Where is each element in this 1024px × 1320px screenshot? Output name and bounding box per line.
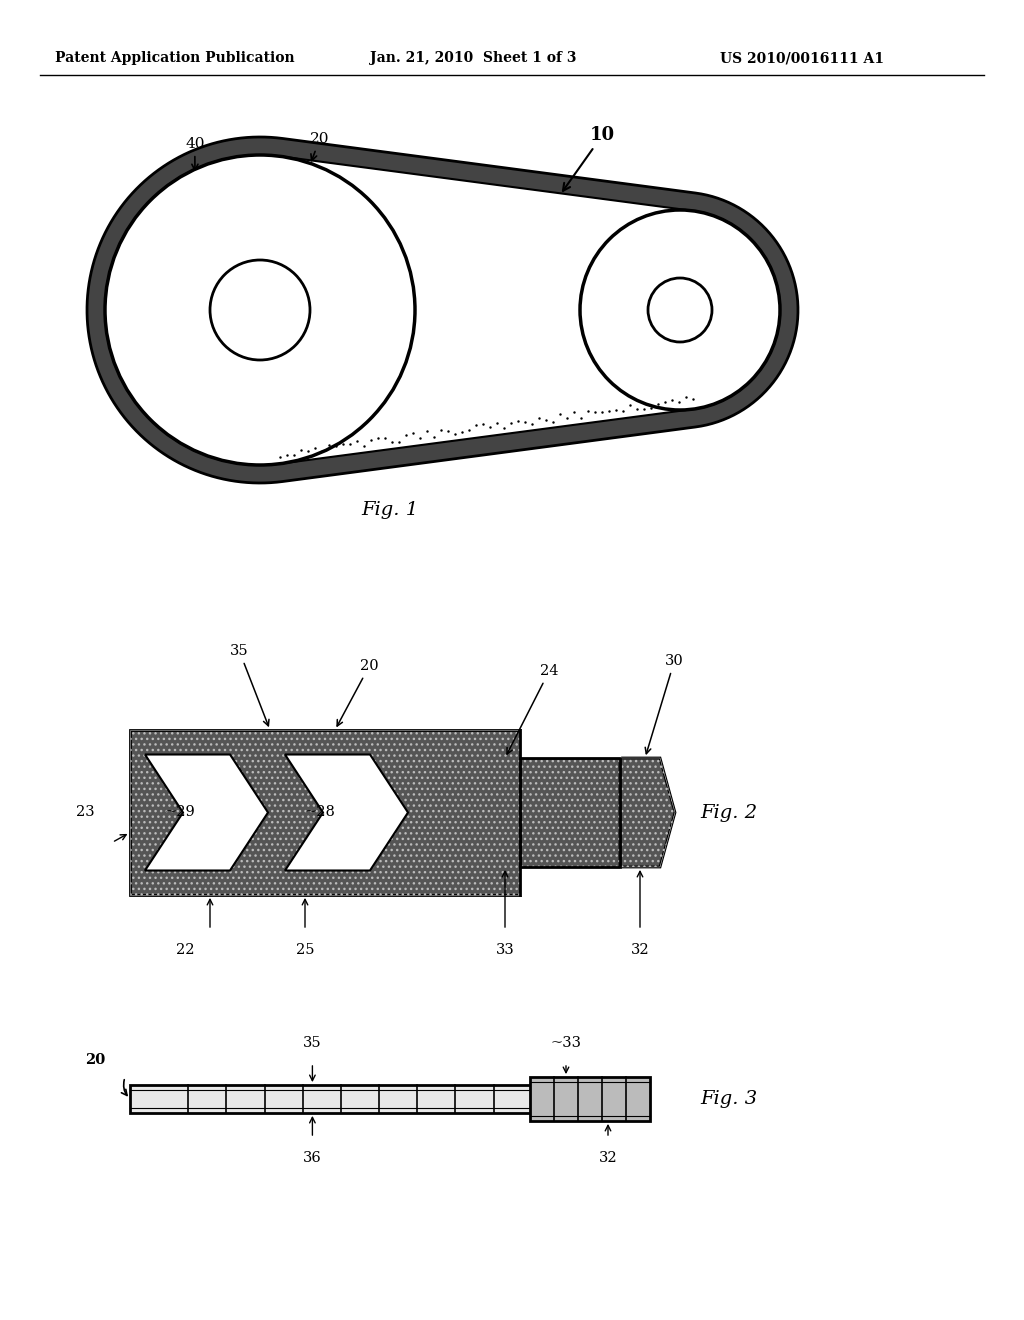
Polygon shape bbox=[520, 730, 620, 758]
Text: Fig. 1: Fig. 1 bbox=[361, 502, 419, 519]
Text: 36: 36 bbox=[303, 1151, 322, 1166]
Text: ~29: ~29 bbox=[165, 805, 196, 820]
FancyBboxPatch shape bbox=[530, 1077, 650, 1121]
Text: ~33: ~33 bbox=[551, 1036, 582, 1049]
Polygon shape bbox=[145, 755, 268, 870]
FancyBboxPatch shape bbox=[520, 758, 620, 867]
Text: 20: 20 bbox=[310, 132, 330, 161]
Text: 23: 23 bbox=[77, 805, 95, 820]
Text: 33: 33 bbox=[496, 942, 514, 957]
Circle shape bbox=[210, 260, 310, 360]
Text: 20: 20 bbox=[337, 659, 379, 726]
Text: 10: 10 bbox=[563, 125, 615, 191]
Text: Jan. 21, 2010  Sheet 1 of 3: Jan. 21, 2010 Sheet 1 of 3 bbox=[370, 51, 577, 65]
Text: 32: 32 bbox=[631, 942, 649, 957]
Text: 35: 35 bbox=[230, 644, 269, 726]
Polygon shape bbox=[105, 154, 780, 465]
Text: 25: 25 bbox=[296, 942, 314, 957]
Polygon shape bbox=[87, 137, 798, 483]
FancyBboxPatch shape bbox=[130, 1085, 610, 1113]
Polygon shape bbox=[285, 755, 408, 870]
Text: 24: 24 bbox=[507, 664, 558, 754]
Text: 32: 32 bbox=[599, 1151, 617, 1166]
Text: Patent Application Publication: Patent Application Publication bbox=[55, 51, 295, 65]
Text: 40: 40 bbox=[185, 137, 205, 170]
Text: Fig. 3: Fig. 3 bbox=[700, 1090, 757, 1107]
Polygon shape bbox=[520, 867, 620, 895]
Text: 20: 20 bbox=[85, 1053, 105, 1067]
Circle shape bbox=[648, 279, 712, 342]
Circle shape bbox=[580, 210, 780, 411]
Text: Fig. 2: Fig. 2 bbox=[700, 804, 757, 821]
FancyBboxPatch shape bbox=[130, 730, 520, 895]
Polygon shape bbox=[620, 758, 675, 867]
Circle shape bbox=[105, 154, 415, 465]
Text: US 2010/0016111 A1: US 2010/0016111 A1 bbox=[720, 51, 884, 65]
Text: ~28: ~28 bbox=[305, 805, 336, 820]
Text: 5: 5 bbox=[308, 284, 345, 317]
Text: 35: 35 bbox=[303, 1036, 322, 1049]
Text: 22: 22 bbox=[176, 942, 195, 957]
Text: 30: 30 bbox=[645, 653, 684, 754]
